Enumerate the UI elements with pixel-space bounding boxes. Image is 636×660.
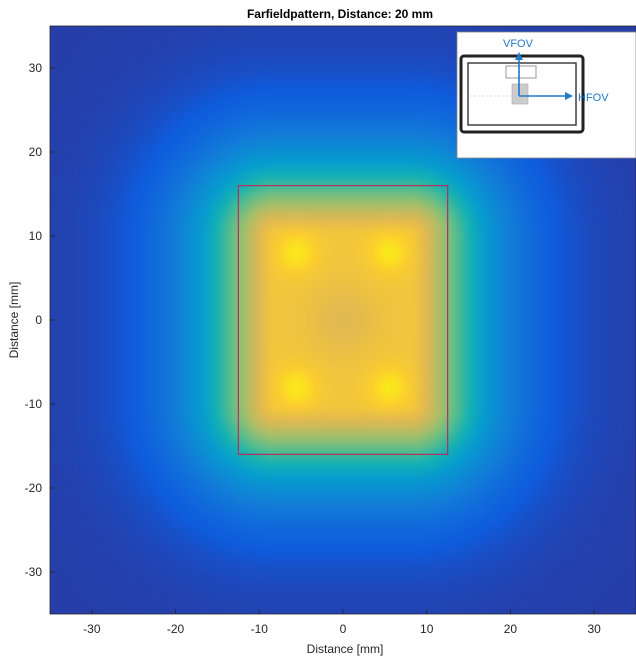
y-tick-label: -10 [25, 397, 43, 411]
fov-rectangle [237, 185, 449, 455]
inset-sensor-window [505, 65, 537, 79]
inset-background [456, 31, 636, 159]
y-tick-label: -20 [25, 481, 43, 495]
inset-hfov-arrowhead [565, 92, 573, 100]
y-tick-label: 0 [35, 313, 42, 327]
y-tick-label: -30 [25, 565, 43, 579]
x-tick-label: -20 [167, 622, 185, 636]
inset-sensor-chip [511, 83, 529, 105]
fov-inset: HFOV VFOV [456, 31, 636, 159]
inset-housing-outer [459, 54, 585, 134]
chart-title: Farfieldpattern, Distance: 20 mm [247, 7, 433, 21]
y-axis-label: Distance [mm] [7, 282, 21, 359]
x-tick-label: 20 [504, 622, 518, 636]
y-axis-ticks: 30 20 10 0 -10 -20 -30 [25, 61, 55, 579]
x-axis-label: Distance [mm] [307, 642, 384, 656]
inset-vfov-arrowhead [515, 52, 523, 60]
inset-housing-inner [467, 62, 577, 126]
x-axis-ticks: -30 -20 -10 0 10 20 30 [83, 609, 601, 636]
y-tick-label: 10 [29, 229, 43, 243]
x-tick-label: 0 [340, 622, 347, 636]
x-tick-label: 10 [420, 622, 434, 636]
inset-vfov-label: VFOV [503, 38, 534, 50]
x-tick-label: -30 [83, 622, 101, 636]
x-tick-label: -10 [251, 622, 269, 636]
x-tick-label: 30 [587, 622, 601, 636]
y-tick-label: 20 [29, 145, 43, 159]
y-tick-label: 30 [29, 61, 43, 75]
inset-hfov-label: HFOV [578, 92, 609, 104]
